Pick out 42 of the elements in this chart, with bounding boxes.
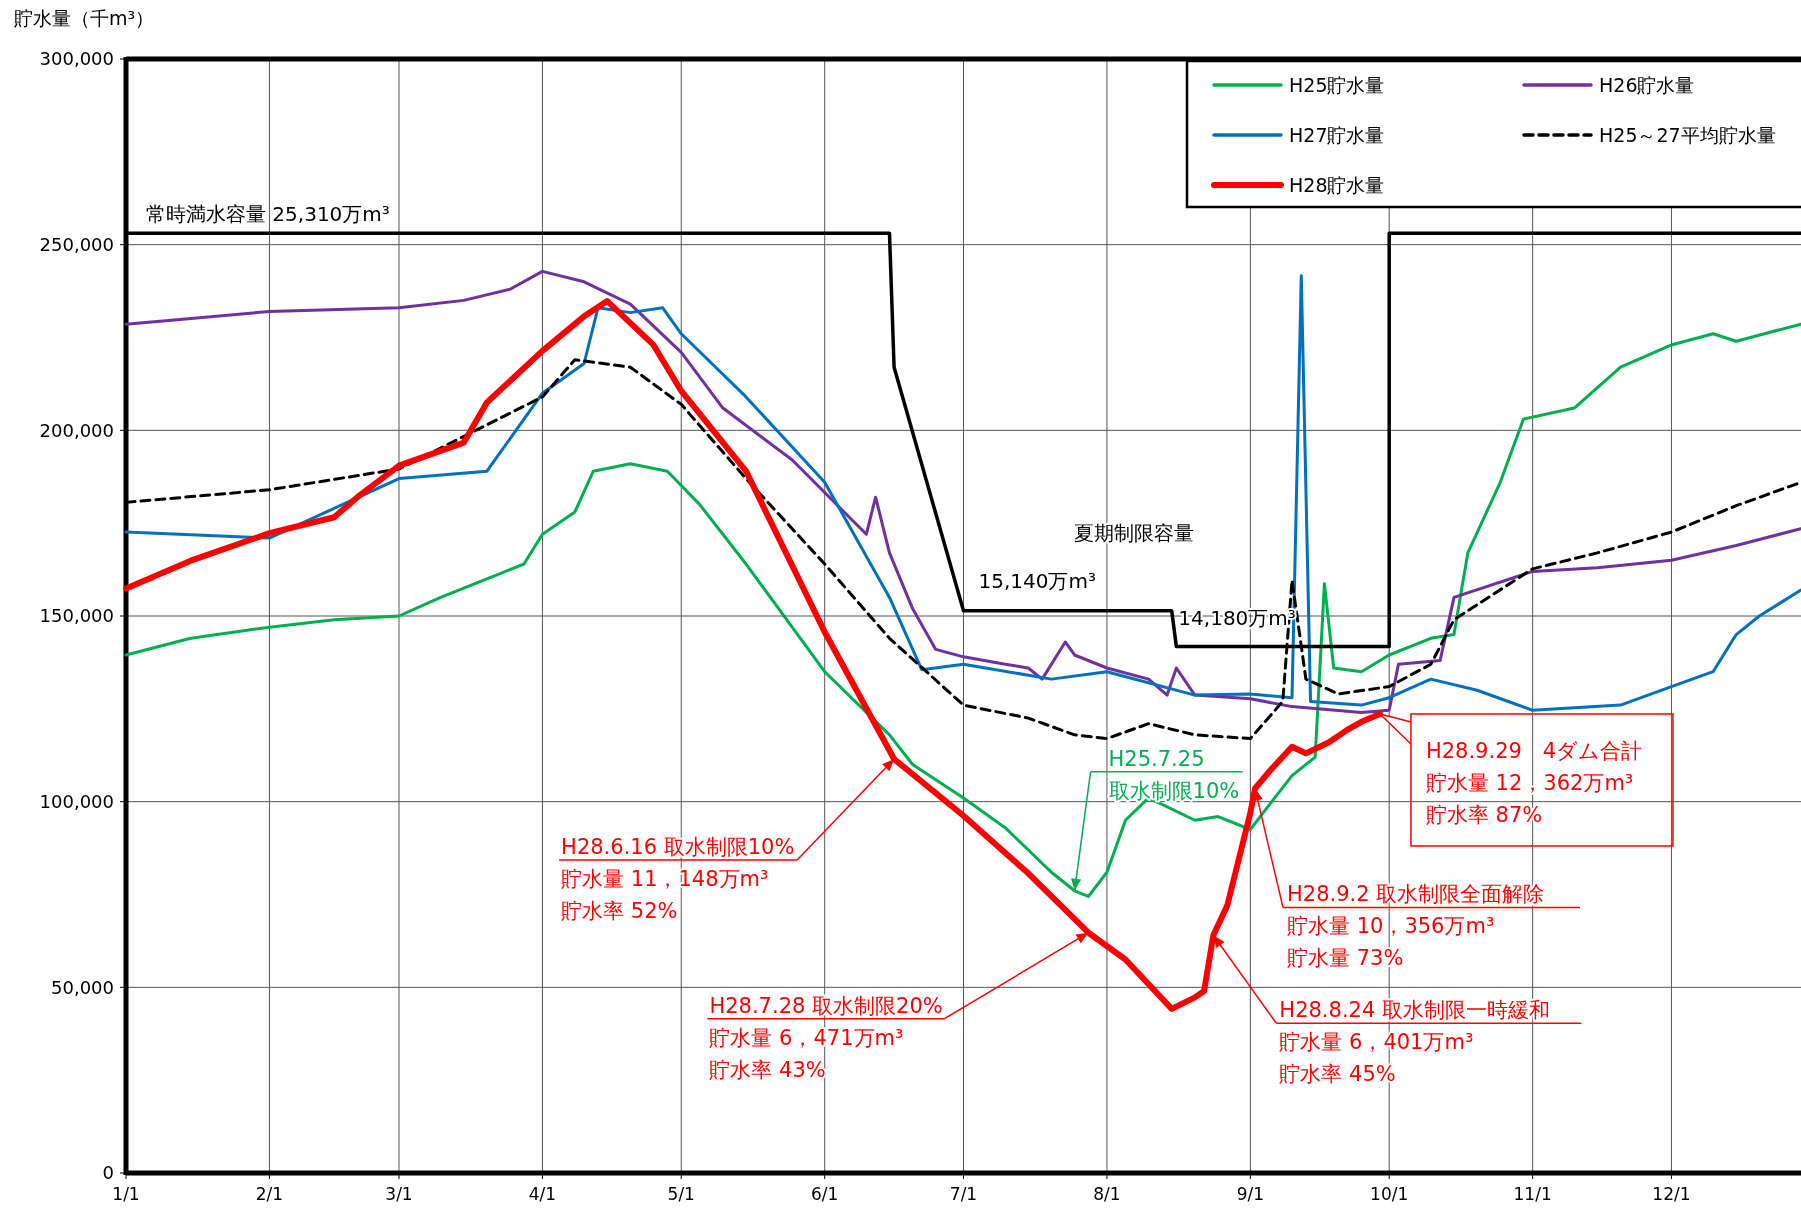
legend-label: H25貯水量 — [1289, 73, 1385, 96]
x-tick-label: 3/1 — [385, 1184, 413, 1204]
y-tick-label: 300,000 — [39, 48, 114, 70]
y-tick-label: 200,000 — [39, 419, 114, 441]
y-tick-label: 150,000 — [39, 605, 114, 627]
y-tick-label: 0 — [102, 1162, 114, 1184]
annotation: 貯水量 73% — [1287, 946, 1404, 971]
x-tick-label: 11/1 — [1513, 1184, 1552, 1204]
x-tick-label: 7/1 — [949, 1184, 978, 1204]
annotation: 貯水率 45% — [1279, 1062, 1396, 1087]
x-tick-label: 9/1 — [1236, 1184, 1265, 1204]
x-tick-label: 8/1 — [1093, 1184, 1121, 1204]
x-tick-label: 6/1 — [811, 1184, 839, 1204]
y-tick-label: 50,000 — [51, 976, 114, 998]
annotation: 貯水率 43% — [709, 1057, 826, 1082]
annotation: H25.7.25 — [1108, 746, 1205, 771]
legend-label: H26貯水量 — [1599, 73, 1695, 96]
x-tick-label: 12/1 — [1652, 1184, 1691, 1204]
annotation: 貯水量 11，148万m³ — [561, 867, 769, 892]
annotation: 取水制限10% — [1108, 778, 1240, 803]
legend-label: H25～27平均貯水量 — [1599, 123, 1776, 146]
y-axis-title: 貯水量（千m³） — [14, 7, 155, 29]
annotation: 貯水量 10，356万m³ — [1287, 914, 1495, 939]
x-tick-label: 10/1 — [1370, 1184, 1409, 1204]
annotation: H28.6.16 取水制限10% — [561, 835, 795, 860]
annotation: H28.7.28 取水制限20% — [709, 993, 943, 1018]
annotation: 夏期制限容量 — [1074, 521, 1194, 545]
x-tick-label: 4/1 — [528, 1184, 557, 1204]
x-tick-label: 5/1 — [667, 1184, 695, 1204]
annotation: 15,140万m³ — [978, 568, 1096, 593]
annotation: 貯水量 12，362万m³ — [1425, 770, 1634, 795]
x-tick-label: 2/1 — [255, 1184, 284, 1204]
annotation: 貯水量 6，401万m³ — [1279, 1030, 1474, 1055]
x-tick-label: 1/1 — [112, 1184, 140, 1204]
annotation: 常時満水容量 25,310万m³ — [146, 202, 390, 227]
annotation: 貯水率 52% — [561, 899, 678, 924]
y-tick-label: 250,000 — [39, 233, 114, 255]
annotation: H28.9.29 4ダム合計 — [1425, 738, 1643, 763]
legend-label: H28貯水量 — [1289, 173, 1385, 196]
y-tick-label: 100,000 — [39, 790, 114, 812]
legend-label: H27貯水量 — [1289, 123, 1385, 146]
annotation: 貯水量 6，471万m³ — [709, 1025, 904, 1050]
